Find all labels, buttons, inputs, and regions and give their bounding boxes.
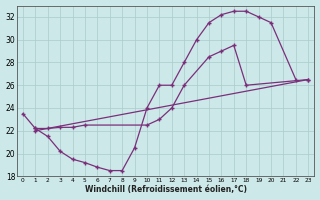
X-axis label: Windchill (Refroidissement éolien,°C): Windchill (Refroidissement éolien,°C): [84, 185, 247, 194]
